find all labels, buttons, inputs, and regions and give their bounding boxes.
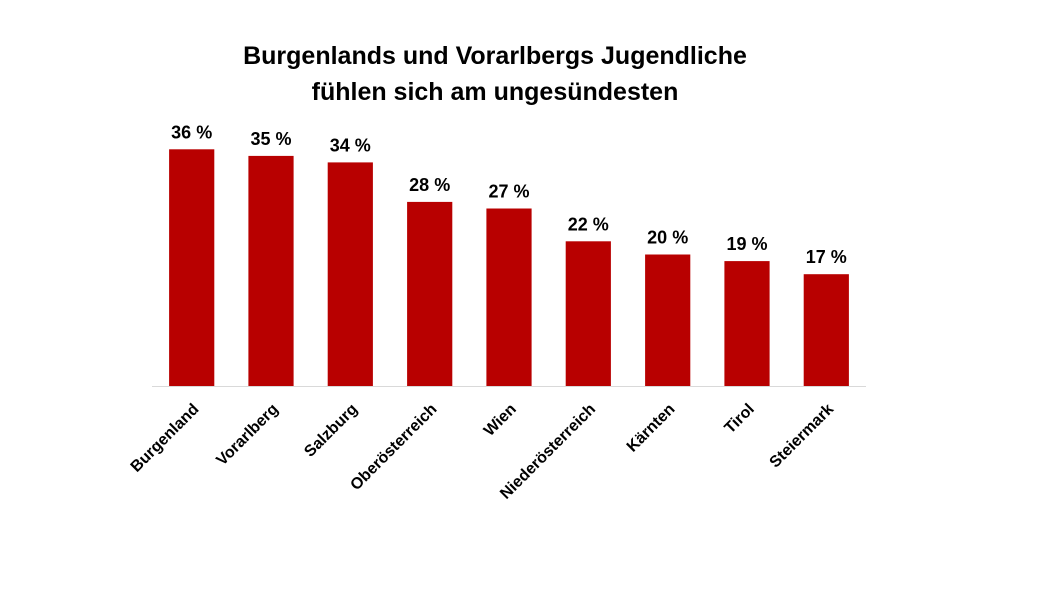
chart-title: Burgenlands und Vorarlbergs Jugendliche … bbox=[150, 38, 840, 110]
bar-steiermark bbox=[803, 274, 849, 386]
chart-title-line-2: fühlen sich am ungesündesten bbox=[311, 78, 679, 106]
data-label: 17 % bbox=[806, 247, 847, 267]
data-label: 22 % bbox=[568, 214, 609, 234]
category-label: Oberösterreich bbox=[347, 401, 440, 494]
bar-oberösterreich bbox=[407, 201, 453, 386]
data-label: 28 % bbox=[409, 175, 450, 195]
data-label: 20 % bbox=[647, 228, 688, 248]
bar-tirol bbox=[724, 261, 770, 386]
bar-niederösterreich bbox=[565, 241, 611, 386]
data-label: 34 % bbox=[330, 135, 371, 155]
data-label: 35 % bbox=[250, 129, 291, 149]
bar-salzburg bbox=[327, 162, 373, 386]
category-label: Wien bbox=[481, 401, 520, 440]
category-label: Vorarlberg bbox=[213, 401, 281, 469]
bar-kärnten bbox=[645, 254, 691, 386]
data-label: 27 % bbox=[488, 182, 529, 202]
bar-wien bbox=[486, 208, 532, 386]
category-label: Steiermark bbox=[767, 401, 838, 472]
category-label: Tirol bbox=[722, 401, 758, 437]
data-labels-group: 36 % 35 % 34 % 28 % 27 % 22 % 20 % 19 % 17 % bbox=[171, 122, 847, 267]
category-labels-group: Burgenland Vorarlberg SalzburgOberösterrei… bbox=[128, 401, 838, 503]
data-label: 36 % bbox=[171, 122, 212, 142]
bar-burgenland bbox=[169, 149, 215, 386]
category-label: Salzburg bbox=[301, 401, 361, 461]
chart-title-line-1: Burgenlands und Vorarlbergs Jugendliche bbox=[243, 42, 747, 70]
bar-vorarlberg bbox=[248, 155, 294, 386]
category-label: Kärnten bbox=[624, 401, 679, 456]
bars-group bbox=[169, 149, 849, 386]
data-label: 19 % bbox=[726, 234, 767, 254]
category-label: Burgenland bbox=[128, 401, 203, 476]
